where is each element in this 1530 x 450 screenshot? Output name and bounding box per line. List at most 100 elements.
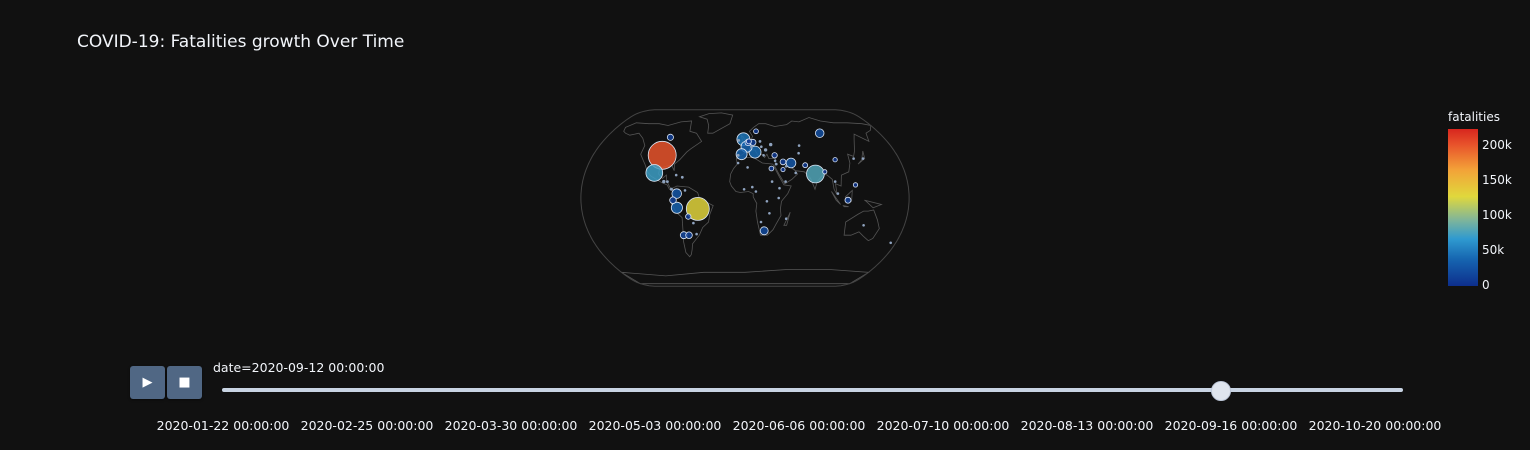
country-bubble[interactable] [736,161,740,165]
colorbar-title: fatalities [1448,110,1500,124]
country-bubble[interactable] [832,157,838,163]
country-bubble[interactable] [754,190,758,193]
colorbar [1448,129,1478,286]
country-bubble[interactable] [671,188,682,199]
country-bubble[interactable] [670,201,683,214]
country-bubble[interactable] [836,192,840,195]
country-bubble[interactable] [771,152,778,159]
country-bubble[interactable] [669,196,677,204]
slider-track[interactable] [222,388,1403,392]
country-bubble[interactable] [794,171,797,175]
land-outlines [621,112,883,285]
country-bubble[interactable] [765,200,769,203]
country-bubble[interactable] [768,165,775,172]
slider-tick-label: 2020-07-10 00:00:00 [876,418,1010,433]
country-bubble[interactable] [806,164,825,184]
country-bubble[interactable] [685,231,693,239]
country-bubble[interactable] [751,185,754,189]
country-bubble[interactable] [759,220,763,224]
country-bubble[interactable] [768,212,771,215]
slider-tick-label: 2020-06-06 00:00:00 [732,418,866,433]
country-bubble[interactable] [822,169,828,175]
country-bubble[interactable] [750,145,753,149]
country-bubble[interactable] [746,138,752,145]
country-bubble[interactable] [735,148,748,161]
country-bubble[interactable] [674,173,678,177]
country-bubble[interactable] [685,196,710,221]
country-bubble[interactable] [737,139,741,142]
land-outline-9 [842,204,849,208]
colorbar-tick-label: 0 [1482,278,1490,292]
country-bubble[interactable] [815,128,825,138]
country-bubble[interactable] [775,162,778,166]
country-bubble[interactable] [770,180,774,183]
country-bubble[interactable] [833,180,837,183]
country-bubble[interactable] [780,167,786,173]
land-outline-2 [729,157,792,236]
country-bubble[interactable] [692,221,695,225]
country-bubble[interactable] [762,154,765,157]
slider-tick-label: 2020-09-16 00:00:00 [1164,418,1298,433]
country-bubble[interactable] [784,180,787,183]
slider-tick-label: 2020-03-30 00:00:00 [444,418,578,433]
slider-tick-label: 2020-05-03 00:00:00 [588,418,722,433]
country-bubble[interactable] [666,133,674,141]
slider-tick-label: 2020-10-20 00:00:00 [1308,418,1442,433]
country-bubble[interactable] [666,180,669,184]
slider-tick-label: 2020-02-25 00:00:00 [300,418,434,433]
country-bubble[interactable] [861,157,865,160]
country-bubble[interactable] [797,144,801,147]
land-outline-3 [735,117,872,195]
land-outline-11 [864,199,883,209]
bubble-layer[interactable] [645,128,892,245]
slider-tick-label: 2020-08-13 00:00:00 [1020,418,1154,433]
country-bubble[interactable] [784,165,788,168]
country-bubble[interactable] [773,159,777,163]
country-bubble[interactable] [662,179,666,184]
colorbar-tick-label: 150k [1482,173,1512,188]
country-bubble[interactable] [753,128,759,135]
country-bubble[interactable] [844,196,852,204]
chart-title: COVID-19: Fatalities growth Over Time [77,32,405,52]
country-bubble[interactable] [797,151,800,155]
country-bubble[interactable] [777,196,780,200]
land-outline-5 [698,112,734,134]
country-bubble[interactable] [802,162,809,169]
stop-button[interactable]: ■ [167,366,202,399]
land-outline-12 [857,150,866,165]
land-outline-8 [831,191,841,205]
land-outline-7 [783,212,791,226]
country-bubble[interactable] [852,182,859,188]
stop-icon: ■ [178,375,191,390]
country-bubble[interactable] [645,164,664,182]
land-outline-4 [843,209,880,242]
country-bubble[interactable] [763,148,768,152]
play-icon: ▶ [142,375,153,390]
country-bubble[interactable] [784,217,788,220]
country-bubble[interactable] [889,241,892,245]
country-bubble[interactable] [779,158,787,166]
country-bubble[interactable] [778,186,781,190]
country-bubble[interactable] [742,188,746,191]
country-bubble[interactable] [669,187,673,191]
country-bubble[interactable] [683,189,687,192]
colorbar-tick-label: 100k [1482,208,1512,223]
country-bubble[interactable] [685,213,692,220]
country-bubble[interactable] [736,153,740,157]
land-outline-13 [621,269,870,285]
country-bubble[interactable] [785,157,797,169]
country-bubble[interactable] [746,166,749,169]
land-outline-0 [623,120,703,190]
country-bubble[interactable] [769,142,773,147]
play-button[interactable]: ▶ [130,366,165,399]
country-bubble[interactable] [759,226,769,236]
country-bubble[interactable] [760,145,763,148]
country-bubble[interactable] [758,140,762,143]
map-frame [580,109,910,287]
country-bubble[interactable] [852,157,855,160]
country-bubble[interactable] [695,232,698,236]
country-bubble[interactable] [862,224,865,227]
slider-handle[interactable] [1210,381,1231,401]
country-bubble[interactable] [680,175,684,179]
